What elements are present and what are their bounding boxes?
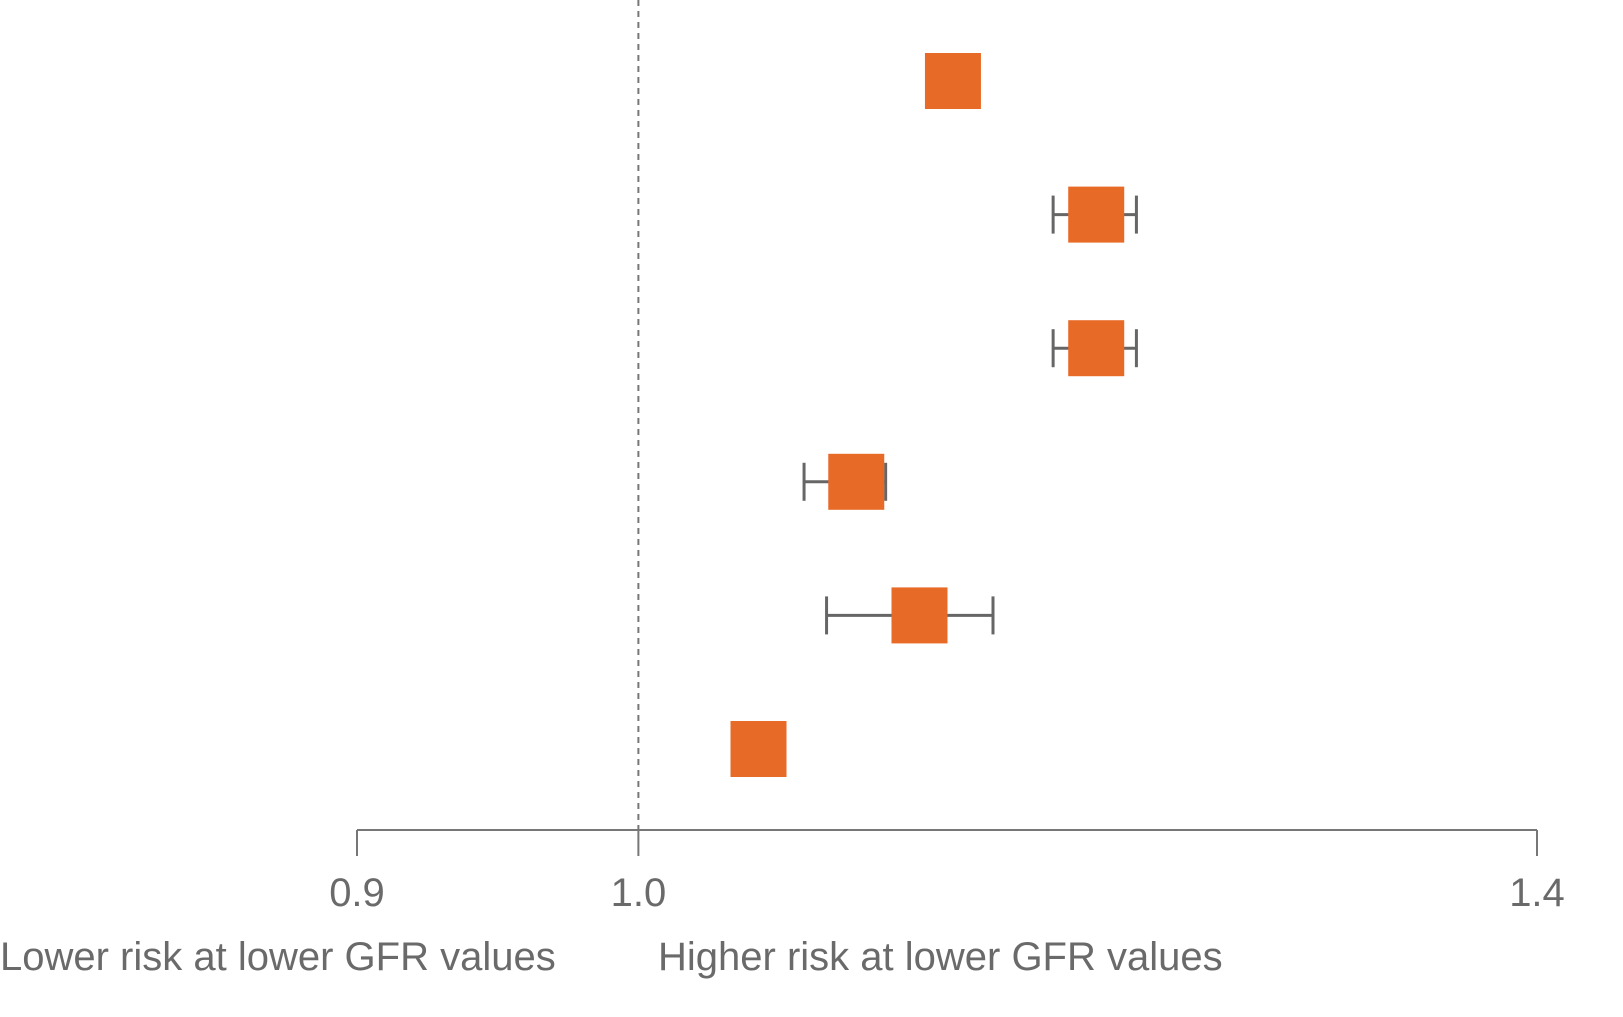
point-estimate-marker [730,721,787,777]
direction-label-higher-risk: Higher risk at lower GFR values [658,935,1223,979]
point-estimate-marker [1068,320,1125,377]
direction-label-lower-risk: Lower risk at lower GFR values [0,935,556,979]
plot-area [730,53,1138,777]
point-estimate-marker [924,53,981,109]
forest-row [924,53,981,109]
x-axis: 0.9 1.0 1.4 [329,829,1565,915]
forest-row [825,587,995,644]
point-estimate-marker [828,453,885,510]
x-tick-label: 1.0 [611,871,667,915]
x-tick-label: 0.9 [329,871,385,915]
forest-row [1051,186,1138,243]
forest-row [1051,320,1138,377]
forest-row [730,721,787,777]
point-estimate-marker [1068,186,1125,243]
point-estimate-marker [891,587,948,644]
forest-row [802,453,888,510]
x-tick-label: 1.4 [1509,871,1565,915]
